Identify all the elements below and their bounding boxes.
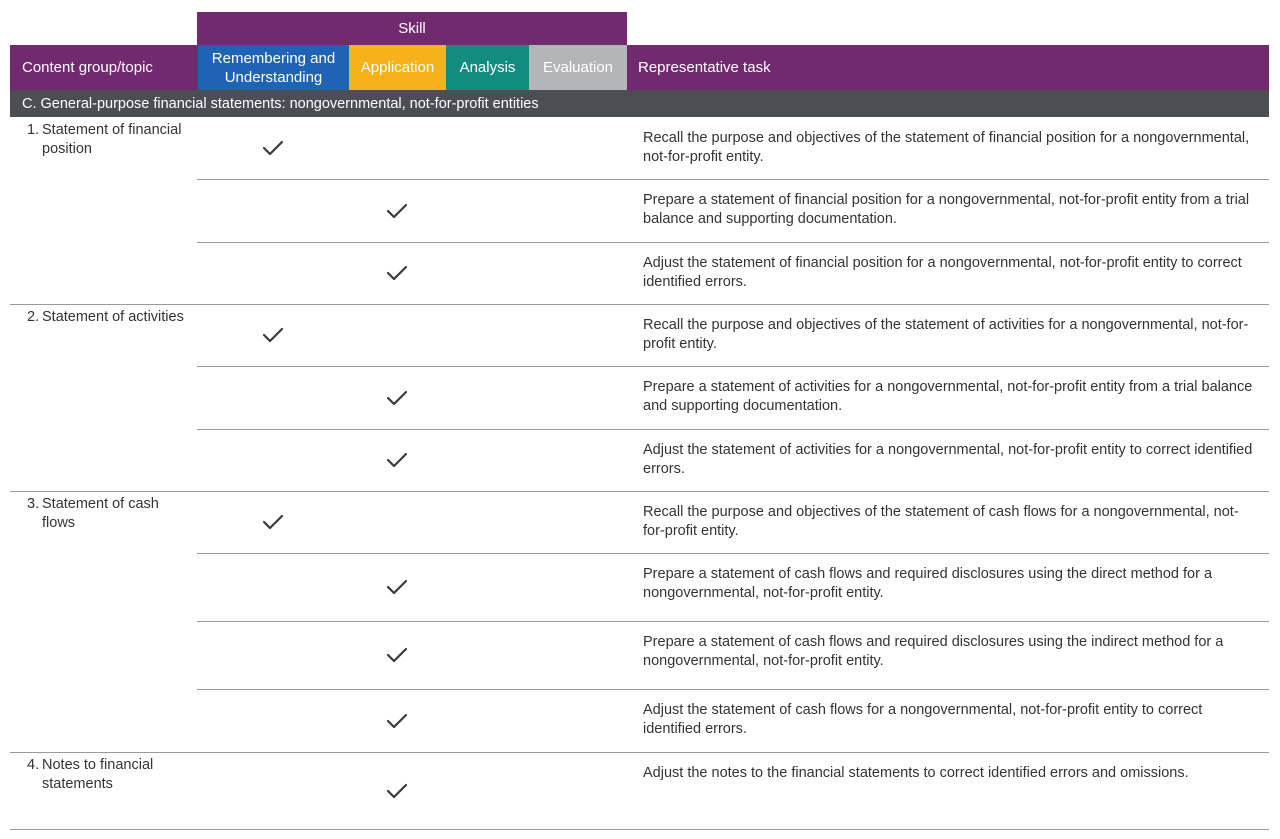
- table-row: Adjust the notes to the financial statem…: [0, 752, 1280, 829]
- topic-number: 2.: [27, 309, 40, 325]
- representative-task-header: Representative task: [638, 59, 771, 76]
- row-divider: [197, 689, 1269, 690]
- check-icon: [386, 203, 408, 219]
- row-divider: [197, 553, 1269, 554]
- check-icon: [386, 713, 408, 729]
- check-icon: [262, 514, 284, 530]
- check-icon: [262, 140, 284, 156]
- group-divider: [10, 829, 1269, 830]
- check-icon: [386, 579, 408, 595]
- skill-header: Skill: [197, 12, 627, 45]
- table-row: Prepare a statement of cash flows and re…: [0, 621, 1280, 689]
- group-divider: [10, 752, 1269, 753]
- table-row: Adjust the statement of activities for a…: [0, 429, 1280, 491]
- skill-evaluation-header: Evaluation: [529, 45, 627, 90]
- section-title: C. General-purpose financial statements:…: [10, 90, 1269, 117]
- topic-text: Statement of activities: [42, 309, 184, 325]
- row-divider: [197, 429, 1269, 430]
- check-icon: [386, 390, 408, 406]
- topic-number: 4.: [27, 757, 40, 773]
- topic-number: 3.: [27, 496, 40, 512]
- row-divider: [197, 242, 1269, 243]
- topic-text: Statement of cash flows: [42, 496, 159, 531]
- representative-task-text: Prepare a statement of financial positio…: [643, 192, 1250, 227]
- representative-task-text: Prepare a statement of cash flows and re…: [643, 566, 1213, 601]
- row-divider: [197, 621, 1269, 622]
- table-row: Adjust the statement of cash flows for a…: [0, 689, 1280, 752]
- representative-task-text: Prepare a statement of activities for a …: [643, 379, 1253, 414]
- table-row: Prepare a statement of cash flows and re…: [0, 553, 1280, 621]
- topic-label: 1. Statement of financial position: [27, 121, 192, 159]
- table-header-row: Content group/topic Remembering and Unde…: [10, 45, 1269, 90]
- check-icon: [386, 783, 408, 799]
- representative-task-text: Adjust the statement of activities for a…: [643, 442, 1253, 477]
- content-group-header: Content group/topic: [22, 59, 153, 76]
- representative-task-text: Prepare a statement of cash flows and re…: [643, 634, 1224, 669]
- table-row: Recall the purpose and objectives of the…: [0, 491, 1280, 553]
- topic-label: 2. Statement of activities: [27, 308, 192, 327]
- topic-number: 1.: [27, 122, 40, 138]
- skill-analysis-header: Analysis: [446, 45, 529, 90]
- row-divider: [197, 366, 1269, 367]
- representative-task-text: Adjust the statement of cash flows for a…: [643, 702, 1203, 737]
- skill-application-header: Application: [349, 45, 446, 90]
- check-icon: [386, 452, 408, 468]
- representative-task-text: Recall the purpose and objectives of the…: [643, 130, 1250, 165]
- representative-task-text: Recall the purpose and objectives of the…: [643, 504, 1239, 539]
- check-icon: [386, 265, 408, 281]
- topic-label: 4. Notes to financial statements: [27, 756, 192, 794]
- table-row: Prepare a statement of activities for a …: [0, 366, 1280, 429]
- table-row: Recall the purpose and objectives of the…: [0, 117, 1280, 179]
- topic-label: 3. Statement of cash flows: [27, 495, 192, 533]
- table-row: Prepare a statement of financial positio…: [0, 179, 1280, 242]
- row-divider: [197, 179, 1269, 180]
- check-icon: [386, 647, 408, 663]
- skill-remembering-header: Remembering and Understanding: [198, 45, 349, 90]
- table-row: Recall the purpose and objectives of the…: [0, 304, 1280, 366]
- representative-task-text: Recall the purpose and objectives of the…: [643, 317, 1249, 352]
- topic-text: Notes to financial statements: [42, 757, 154, 792]
- representative-task-text: Adjust the notes to the financial statem…: [643, 765, 1189, 781]
- group-divider: [10, 304, 1269, 305]
- topic-text: Statement of financial position: [42, 122, 182, 157]
- group-divider: [10, 491, 1269, 492]
- check-icon: [262, 327, 284, 343]
- table-row: Adjust the statement of financial positi…: [0, 242, 1280, 304]
- representative-task-text: Adjust the statement of financial positi…: [643, 255, 1242, 290]
